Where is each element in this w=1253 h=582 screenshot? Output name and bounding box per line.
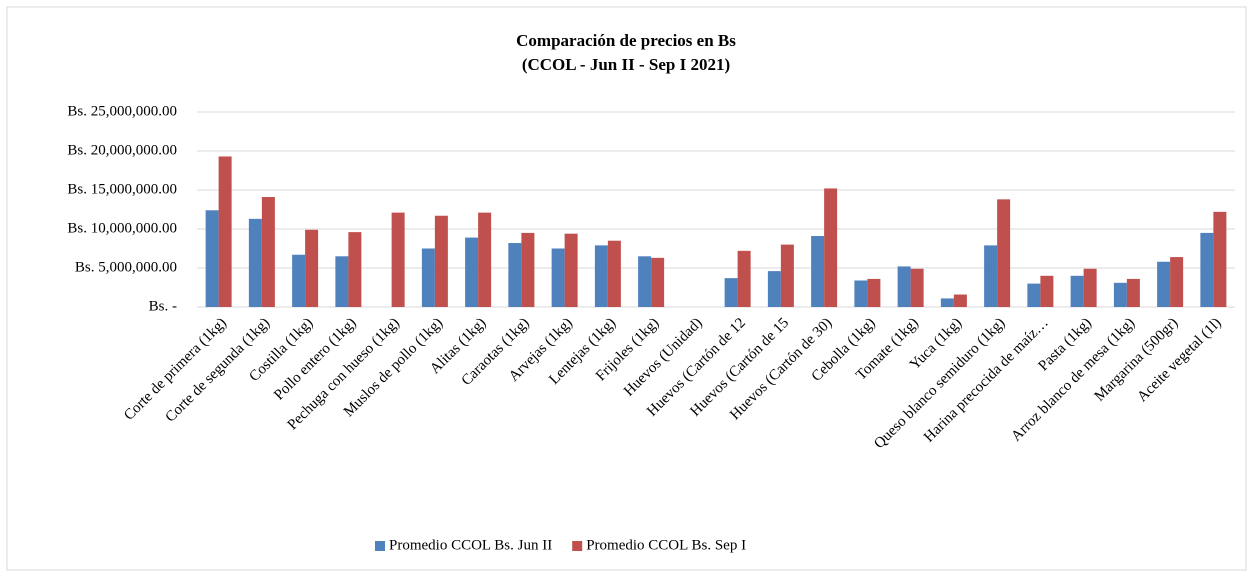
bar	[1213, 211, 1227, 307]
y-tick-label: Bs. 25,000,000.00	[67, 103, 177, 119]
bar	[651, 257, 665, 307]
legend-swatch	[572, 541, 583, 551]
bar	[824, 188, 838, 307]
bar	[391, 212, 405, 307]
bar	[421, 248, 435, 307]
bar	[737, 250, 751, 307]
bar	[465, 237, 479, 307]
y-tick-label: Bs. 15,000,000.00	[67, 181, 177, 197]
bar	[564, 233, 578, 307]
bar	[953, 294, 967, 307]
bar	[607, 240, 621, 307]
bar	[780, 244, 794, 307]
bar	[348, 232, 362, 307]
legend-label: Promedio CCOL Bs. Sep I	[586, 537, 746, 553]
y-tick-label: Bs. 10,000,000.00	[67, 220, 177, 236]
bar	[1170, 257, 1184, 307]
bar	[767, 271, 781, 307]
legend-label: Promedio CCOL Bs. Jun II	[389, 537, 552, 553]
chart-title: Comparación de precios en Bs	[516, 31, 736, 50]
bar	[724, 278, 738, 307]
bar	[897, 266, 911, 307]
bar	[508, 243, 522, 307]
bar	[218, 156, 232, 307]
bar	[1070, 275, 1084, 307]
bar	[867, 278, 881, 307]
y-tick-label: Bs. 20,000,000.00	[67, 142, 177, 158]
bar	[434, 215, 448, 307]
bar	[335, 256, 349, 307]
bar	[205, 210, 219, 307]
bar	[551, 248, 565, 307]
bar	[305, 229, 319, 307]
bar	[1040, 275, 1054, 307]
bar	[1200, 232, 1214, 307]
bar	[521, 232, 535, 307]
bar	[997, 199, 1011, 307]
chart-subtitle: (CCOL - Jun II - Sep I 2021)	[522, 55, 730, 74]
bar	[1083, 268, 1097, 307]
bar	[248, 218, 262, 307]
y-tick-label: Bs. 5,000,000.00	[75, 259, 177, 275]
legend-swatch	[375, 541, 385, 551]
bar	[292, 254, 306, 307]
bar	[811, 236, 825, 307]
bar	[1126, 278, 1140, 307]
bar	[1113, 282, 1127, 307]
bar	[910, 268, 924, 307]
chart-border	[6, 6, 1247, 571]
bar	[1157, 261, 1171, 307]
bar	[984, 245, 998, 307]
bar	[638, 256, 652, 307]
bar	[1027, 283, 1041, 307]
bar	[594, 245, 608, 307]
bar	[261, 197, 275, 307]
y-tick-label: Bs. -	[149, 298, 177, 314]
bar	[854, 280, 868, 307]
bar	[478, 212, 492, 307]
bar	[940, 298, 954, 307]
